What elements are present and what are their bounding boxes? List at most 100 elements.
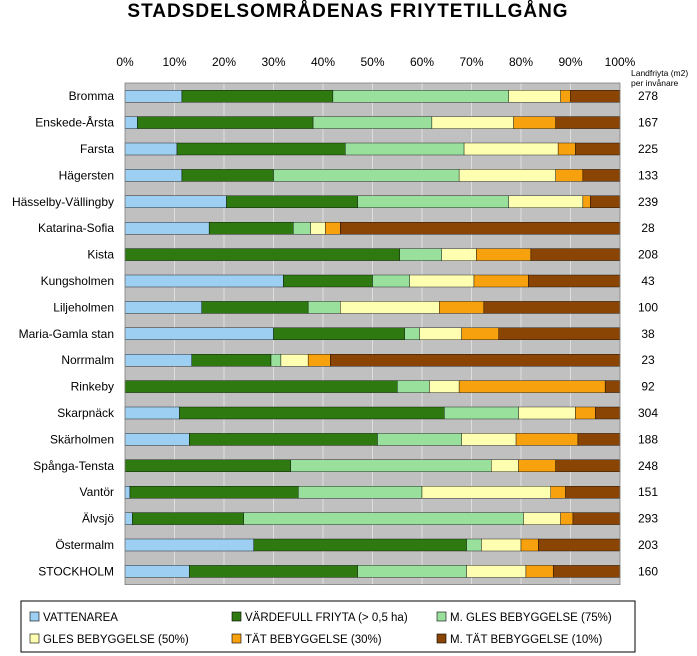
- category-label: Skärholmen: [50, 432, 114, 446]
- bar-segment: [429, 380, 460, 393]
- value-label: 23: [641, 353, 655, 367]
- bar-segment: [555, 169, 584, 182]
- value-label: 278: [638, 89, 658, 103]
- value-column-header: Landfriyta (m2): [631, 68, 688, 78]
- x-tick-label: 20%: [212, 55, 236, 69]
- bar-segment: [525, 565, 554, 578]
- bar-segment: [372, 274, 410, 288]
- bar-segment: [518, 459, 556, 472]
- bar-segment: [124, 327, 274, 340]
- value-label: 43: [641, 274, 655, 288]
- category-label: Liljeholmen: [53, 300, 114, 314]
- legend-label: VÄRDEFULL FRIYTA (> 0,5 ha): [245, 612, 408, 624]
- bar-segment: [463, 142, 559, 156]
- bar-segment: [458, 169, 556, 182]
- legend-label: VATTENAREA: [43, 612, 118, 624]
- category-label: Kungsholmen: [41, 274, 114, 288]
- bar-segment: [570, 89, 621, 103]
- bar-segment: [555, 116, 621, 129]
- bar-segment: [243, 512, 524, 525]
- category-label: Östermalm: [55, 538, 114, 552]
- category-label: Hägersten: [59, 168, 114, 182]
- bar-segment: [404, 327, 420, 340]
- bar-segment: [298, 486, 423, 499]
- category-label: Farsta: [80, 142, 114, 156]
- bar-segment: [226, 195, 358, 209]
- bar-segment: [421, 486, 551, 499]
- bar-segment: [550, 486, 566, 499]
- bar-segment: [357, 565, 467, 578]
- bar-segment: [498, 327, 621, 340]
- bar-segment: [577, 433, 621, 446]
- bar-segment: [595, 406, 621, 420]
- category-label: Maria-Gamla stan: [19, 327, 114, 341]
- bar-segment: [555, 459, 621, 472]
- legend-swatch: [436, 633, 447, 644]
- value-label: 151: [638, 485, 658, 499]
- bar-segment: [330, 354, 621, 367]
- category-label: Bromma: [69, 89, 115, 103]
- value-column-header-line2: per invånare: [631, 78, 679, 88]
- x-tick-label: 0%: [116, 55, 134, 69]
- bar-segment: [189, 565, 358, 578]
- bar-segment: [124, 512, 133, 525]
- bar-segment: [179, 406, 445, 420]
- value-label: 28: [641, 221, 655, 235]
- bar-segment: [124, 301, 202, 314]
- bar-segment: [124, 274, 284, 288]
- bar-segment: [124, 221, 210, 235]
- bar-segment: [560, 512, 574, 525]
- value-label: 304: [638, 406, 658, 420]
- bar-segment: [124, 459, 292, 472]
- value-label: 38: [641, 327, 655, 341]
- bar-segment: [466, 538, 482, 552]
- bar-segment: [345, 142, 465, 156]
- category-label: Enskede-Årsta: [35, 115, 114, 130]
- legend-label: M. GLES BEBYGGELSE (75%): [450, 612, 612, 624]
- bar-segment: [575, 142, 621, 156]
- bar-segment: [124, 89, 183, 103]
- bar-segment: [523, 512, 561, 525]
- bar-segment: [590, 195, 621, 209]
- value-label: 239: [638, 195, 658, 209]
- bar-segment: [273, 169, 460, 182]
- chart-title: STADSDELSOMRÅDENAS FRIYTETILLGÅNG: [127, 1, 568, 22]
- legend-label: GLES BEBYGGELSE (50%): [43, 634, 189, 646]
- category-label: Norrmalm: [61, 353, 114, 367]
- bar-segment: [253, 538, 467, 552]
- x-tick-label: 90%: [558, 55, 582, 69]
- bar-segment: [439, 301, 485, 314]
- bar-segment: [473, 274, 529, 288]
- bar-segment: [518, 406, 576, 420]
- bar-segment: [273, 327, 405, 340]
- bar-segment: [124, 380, 398, 393]
- category-label: Spånga-Tensta: [33, 459, 114, 473]
- bar-segment: [124, 538, 254, 552]
- bar-segment: [377, 433, 462, 446]
- legend-label: TÄT BEBYGGELSE (30%): [245, 634, 382, 646]
- bar-segment: [201, 301, 309, 314]
- bar-segment: [560, 89, 571, 103]
- bar-segment: [293, 221, 311, 235]
- bar-segment: [124, 406, 180, 420]
- value-label: 208: [638, 248, 658, 262]
- bar-segment: [181, 169, 274, 182]
- bar-segment: [397, 380, 430, 393]
- bar-segment: [124, 486, 131, 499]
- bar-segment: [409, 274, 475, 288]
- value-label: 225: [638, 142, 658, 156]
- category-label: Kista: [87, 248, 114, 262]
- legend-label: M. TÄT BEBYGGELSE (10%): [450, 634, 602, 646]
- bar-segment: [307, 354, 331, 367]
- bar-segment: [124, 354, 193, 367]
- category-label: Hässelby-Vällingby: [12, 195, 114, 209]
- bar-segment: [520, 538, 539, 552]
- bar-segment: [458, 380, 606, 393]
- bar-segment: [513, 116, 556, 129]
- value-label: 248: [638, 459, 658, 473]
- bar-segment: [124, 248, 400, 261]
- bar-segment: [538, 538, 621, 552]
- bar-segment: [310, 221, 326, 235]
- legend-swatch: [231, 633, 242, 644]
- bar-segment: [283, 274, 373, 288]
